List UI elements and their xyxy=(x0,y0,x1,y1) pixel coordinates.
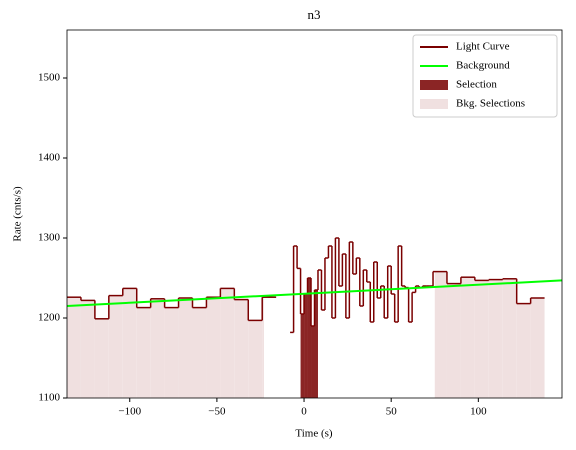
y-tick-label: 1100 xyxy=(38,392,60,404)
bkg-selection-fill xyxy=(474,280,489,398)
bkg-selection-fill xyxy=(234,299,249,398)
y-tick-label: 1300 xyxy=(38,232,61,244)
x-tick-label: 100 xyxy=(470,406,487,418)
bkg-selection-fill xyxy=(122,288,137,398)
x-tick-label: −100 xyxy=(118,406,141,418)
bkg-selection-fill xyxy=(434,271,447,398)
background-line xyxy=(66,279,563,307)
selection-fill xyxy=(304,294,308,398)
selection-fill xyxy=(314,290,318,398)
legend-swatch xyxy=(420,80,448,90)
legend-swatch xyxy=(420,99,448,109)
y-tick-label: 1200 xyxy=(38,312,61,324)
bkg-selection-fill xyxy=(136,307,151,398)
bkg-selection-fill xyxy=(248,320,263,398)
bkg-selection-fill xyxy=(164,307,179,398)
y-tick-label: 1500 xyxy=(38,72,61,84)
x-tick-label: 50 xyxy=(386,406,398,418)
bkg-selection-fill xyxy=(530,298,545,398)
bkg-selection-fill xyxy=(446,283,461,398)
bkg-selection-fill xyxy=(67,297,81,398)
x-tick-label: −50 xyxy=(208,406,226,418)
bkg-selection-fill xyxy=(80,300,95,398)
legend-box xyxy=(412,34,558,118)
legend-label: Light Curve xyxy=(456,41,510,53)
bkg-selection-fill xyxy=(488,279,503,398)
legend-label: Background xyxy=(456,60,510,72)
bkg-selection-fill xyxy=(502,278,517,398)
bkg-selection-fill xyxy=(150,298,165,398)
bkg-selection-fill xyxy=(178,298,193,398)
bkg-selection-fill xyxy=(94,318,109,398)
bkg-selection-fill xyxy=(460,277,475,398)
y-axis-label: Rate (cnts/s) xyxy=(12,186,24,242)
plot-frame xyxy=(66,29,563,399)
bkg-selection-fill xyxy=(516,303,531,398)
legend-label: Selection xyxy=(456,79,497,91)
selection-fill xyxy=(307,278,312,398)
y-tick-label: 1400 xyxy=(38,152,61,164)
bkg-selection-fill xyxy=(192,307,207,398)
selection-fill xyxy=(300,314,305,398)
bkg-selection-fill xyxy=(220,288,235,398)
x-axis-label: Time (s) xyxy=(295,428,333,440)
bkg-selection-fill xyxy=(108,295,123,398)
x-tick-label: 0 xyxy=(301,406,307,418)
selection-fill xyxy=(311,326,315,398)
bkg-selection-fill xyxy=(262,297,264,398)
chart-title: n3 xyxy=(308,7,321,22)
legend-label: Bkg. Selections xyxy=(456,98,525,110)
bkg-selection-fill xyxy=(206,297,221,398)
